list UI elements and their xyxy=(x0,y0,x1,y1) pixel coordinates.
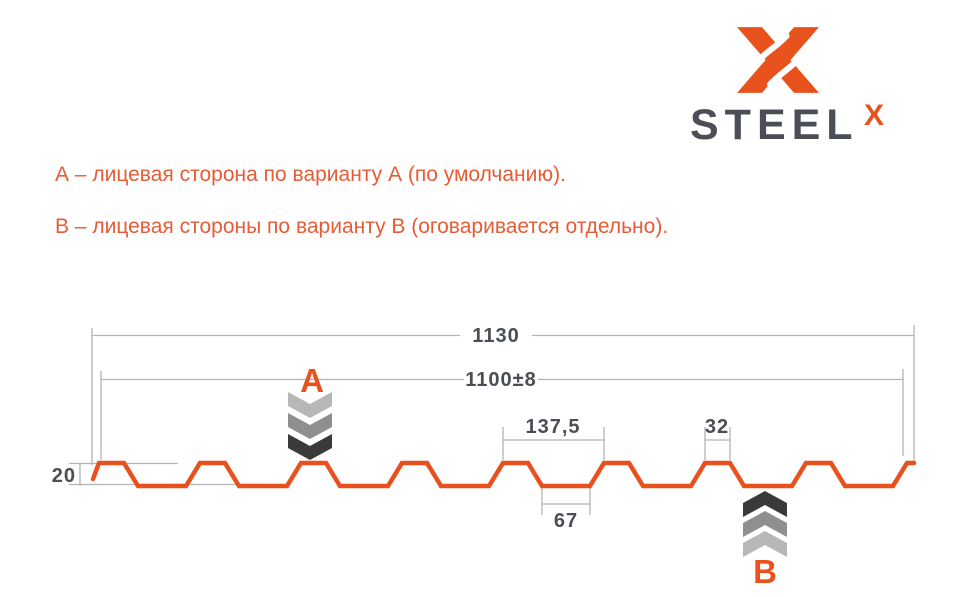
dim-rib-top-label: 32 xyxy=(705,416,729,438)
chevron-down-icon xyxy=(288,392,332,418)
chevron-down-icon xyxy=(288,434,332,460)
dim-height-label: 20 xyxy=(52,465,76,487)
chevron-up-icon xyxy=(743,531,787,557)
dim-total-width-label: 1130 xyxy=(472,325,519,347)
note-line-a: А – лицевая сторона по варианту А (по ум… xyxy=(55,163,566,186)
dimension-lines xyxy=(69,325,915,515)
dim-working-width-label: 1100±8 xyxy=(465,369,537,391)
chevron-up-icon xyxy=(743,491,787,517)
side-b-marker: В xyxy=(743,491,787,590)
chevron-down-icon xyxy=(288,413,332,439)
brand-name: STEEL xyxy=(690,101,859,149)
side-a-marker: А xyxy=(288,362,332,460)
steelx-x-icon xyxy=(737,27,819,93)
chevron-up-icon xyxy=(743,511,787,537)
note-line-b: В – лицевая стороны по варианту В (огова… xyxy=(55,215,669,238)
dim-rib-bottom-label: 67 xyxy=(554,510,578,532)
marker-a-label: А xyxy=(300,362,324,399)
brand-sup-x: X xyxy=(864,99,885,132)
logo: STEEL X xyxy=(0,0,970,160)
sheet-profile-path xyxy=(90,460,917,489)
marker-b-label: В xyxy=(753,553,777,590)
dim-rib-pitch-label: 137,5 xyxy=(525,416,580,438)
profile-drawing: 1130 1100±8 137,5 32 67 20 А В xyxy=(52,325,917,590)
